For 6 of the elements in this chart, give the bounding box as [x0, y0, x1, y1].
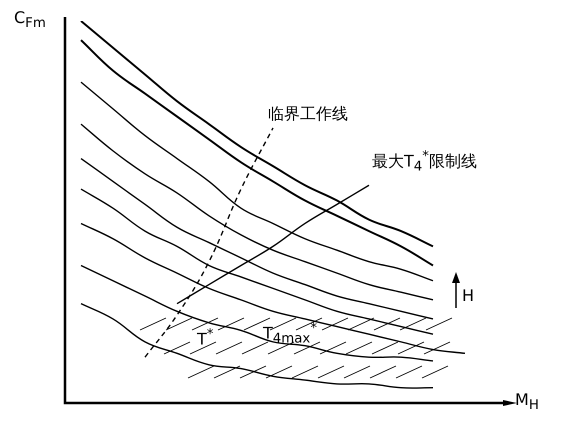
series-label: 临界工作线 — [268, 104, 348, 123]
y-axis-title: C$_{Fm}$ — [14, 8, 46, 32]
annotation: T$^{*}$ — [197, 327, 214, 348]
x-axis-title: M$_{H}$ — [515, 390, 539, 414]
series-label: 最大T$_{4}$$^{*}$限制线 — [372, 149, 477, 175]
annotation: H — [462, 286, 474, 305]
